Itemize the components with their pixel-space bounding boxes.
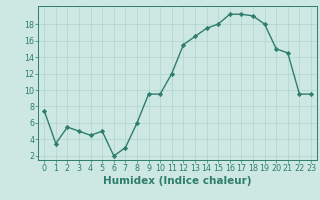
X-axis label: Humidex (Indice chaleur): Humidex (Indice chaleur) <box>103 176 252 186</box>
